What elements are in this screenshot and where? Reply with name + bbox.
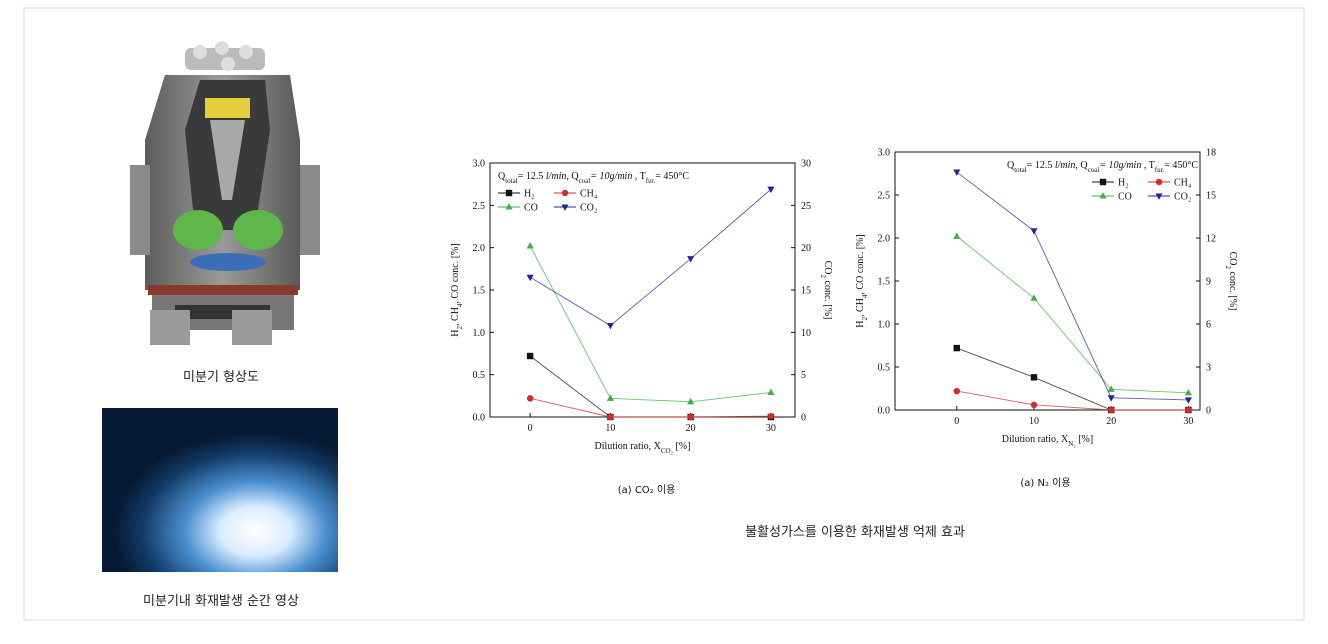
legend-label: CO xyxy=(524,203,538,214)
legend-label: CH₄ xyxy=(580,189,598,200)
text-part: , Q xyxy=(566,171,579,182)
marker xyxy=(954,388,960,394)
x-tick-label: 20 xyxy=(686,423,696,434)
y-tick-label: 1.0 xyxy=(473,328,486,339)
text-part: = 450°C xyxy=(655,171,689,182)
legend-marker xyxy=(1100,179,1106,185)
text-part: , T xyxy=(1141,160,1154,171)
x-tick-label: 10 xyxy=(605,423,615,434)
text-part: , CH xyxy=(855,298,866,317)
y2-tick-label: 30 xyxy=(801,159,811,170)
y2-tick-label: 5 xyxy=(801,370,806,381)
legend-label: H₂ xyxy=(524,189,535,200)
text-part: , CH xyxy=(450,307,461,326)
text-part: = 10g/min xyxy=(1099,160,1141,171)
legend-label: H₂ xyxy=(1118,178,1129,189)
y-tick-label: 2.5 xyxy=(473,201,486,212)
y-tick-label: 0.5 xyxy=(878,363,891,374)
text-part: fur. xyxy=(646,177,656,185)
x-tick-label: 0 xyxy=(954,416,959,427)
marker xyxy=(607,414,613,420)
marker xyxy=(527,395,533,401)
y2-tick-label: 3 xyxy=(1206,363,1211,374)
y2-tick-label: 0 xyxy=(1206,406,1211,417)
legend-marker xyxy=(506,190,512,196)
chart-caption: (a) N₂ 이용 xyxy=(1020,477,1070,489)
y2-tick-label: 20 xyxy=(801,243,811,254)
text-part: , T xyxy=(632,171,645,182)
y-tick-label: 1.0 xyxy=(878,320,891,331)
y-tick-label: 2.0 xyxy=(473,243,486,254)
text-part: H xyxy=(450,329,461,336)
y2-tick-label: 15 xyxy=(801,286,811,297)
text-part: fur. xyxy=(1155,166,1165,174)
y2-tick-label: 12 xyxy=(1206,234,1216,245)
y2-tick-label: 10 xyxy=(801,328,811,339)
text-part: l/min xyxy=(1055,160,1076,171)
y-tick-label: 2.5 xyxy=(878,191,891,202)
text-part: l/min xyxy=(546,171,567,182)
y2-tick-label: 25 xyxy=(801,201,811,212)
x-tick-label: 10 xyxy=(1029,416,1039,427)
x-tick-label: 20 xyxy=(1106,416,1116,427)
text-part: coal xyxy=(1088,166,1100,174)
legend-label: CH₄ xyxy=(1174,178,1192,189)
text-part: total xyxy=(1014,166,1026,174)
x-tick-label: 30 xyxy=(1183,416,1193,427)
y2-tick-label: 18 xyxy=(1206,148,1216,159)
text-part: [%] xyxy=(1076,434,1094,445)
marker xyxy=(954,345,960,351)
flame-caption: 미분기내 화재발생 순간 영상 xyxy=(143,594,299,609)
marker xyxy=(768,413,774,419)
text-part: Dilution ratio, X xyxy=(594,441,661,452)
y-tick-label: 2.0 xyxy=(878,234,891,245)
y2-tick-label: 0 xyxy=(801,413,806,424)
legend-label: CO₂ xyxy=(1174,192,1191,203)
legend-label: CO₂ xyxy=(580,203,597,214)
text-part: H xyxy=(855,320,866,327)
legend-marker xyxy=(1156,179,1162,185)
text-part: conc. [%] xyxy=(1227,269,1238,310)
machine-caption: 미분기 형상도 xyxy=(183,370,259,385)
text-part: = 12.5 xyxy=(518,171,546,182)
marker xyxy=(1108,407,1114,413)
marker xyxy=(1031,402,1037,408)
text-part: CO xyxy=(1227,252,1238,266)
chart-caption: (a) CO₂ 이용 xyxy=(618,484,676,496)
y-tick-label: 1.5 xyxy=(473,286,486,297)
text-part: , CO conc. [%] xyxy=(450,243,461,303)
text-part: CO₂ xyxy=(661,447,674,455)
text-part: total xyxy=(505,177,517,185)
x-tick-label: 0 xyxy=(528,423,533,434)
text-part: = 10g/min xyxy=(590,171,632,182)
y2-tick-label: 15 xyxy=(1206,191,1216,202)
figure-caption: 불활성가스를 이용한 화재발생 억제 효과 xyxy=(745,525,965,540)
legend-marker xyxy=(562,190,568,196)
flame-image xyxy=(102,408,338,572)
text-part: coal xyxy=(579,177,591,185)
text-part: = 450°C xyxy=(1164,160,1198,171)
marker xyxy=(1185,407,1191,413)
page: 미분기 형상도 미분기내 화재발생 순간 영상 불활성가스를 이용한 화재발생 … xyxy=(0,0,1328,644)
text-part: = 12.5 xyxy=(1027,160,1055,171)
marker xyxy=(527,353,533,359)
marker xyxy=(1031,374,1037,380)
x-tick-label: 30 xyxy=(766,423,776,434)
text-part: CO xyxy=(822,261,833,275)
legend-label: CO xyxy=(1118,192,1132,203)
y-tick-label: 0.5 xyxy=(473,370,486,381)
text-part: [%] xyxy=(673,441,691,452)
y-tick-label: 1.5 xyxy=(878,277,891,288)
y-tick-label: 3.0 xyxy=(473,159,486,170)
y-tick-label: 0.0 xyxy=(473,413,486,424)
text-part: conc. [%] xyxy=(822,278,833,319)
text-part: , CO conc. [%] xyxy=(855,234,866,294)
text-part: Dilution ratio, X xyxy=(1002,434,1069,445)
y2-tick-label: 6 xyxy=(1206,320,1211,331)
y2-tick-label: 9 xyxy=(1206,277,1211,288)
y-tick-label: 0.0 xyxy=(878,406,891,417)
marker xyxy=(687,414,693,420)
y-tick-label: 3.0 xyxy=(878,148,891,159)
text-part: , Q xyxy=(1075,160,1088,171)
